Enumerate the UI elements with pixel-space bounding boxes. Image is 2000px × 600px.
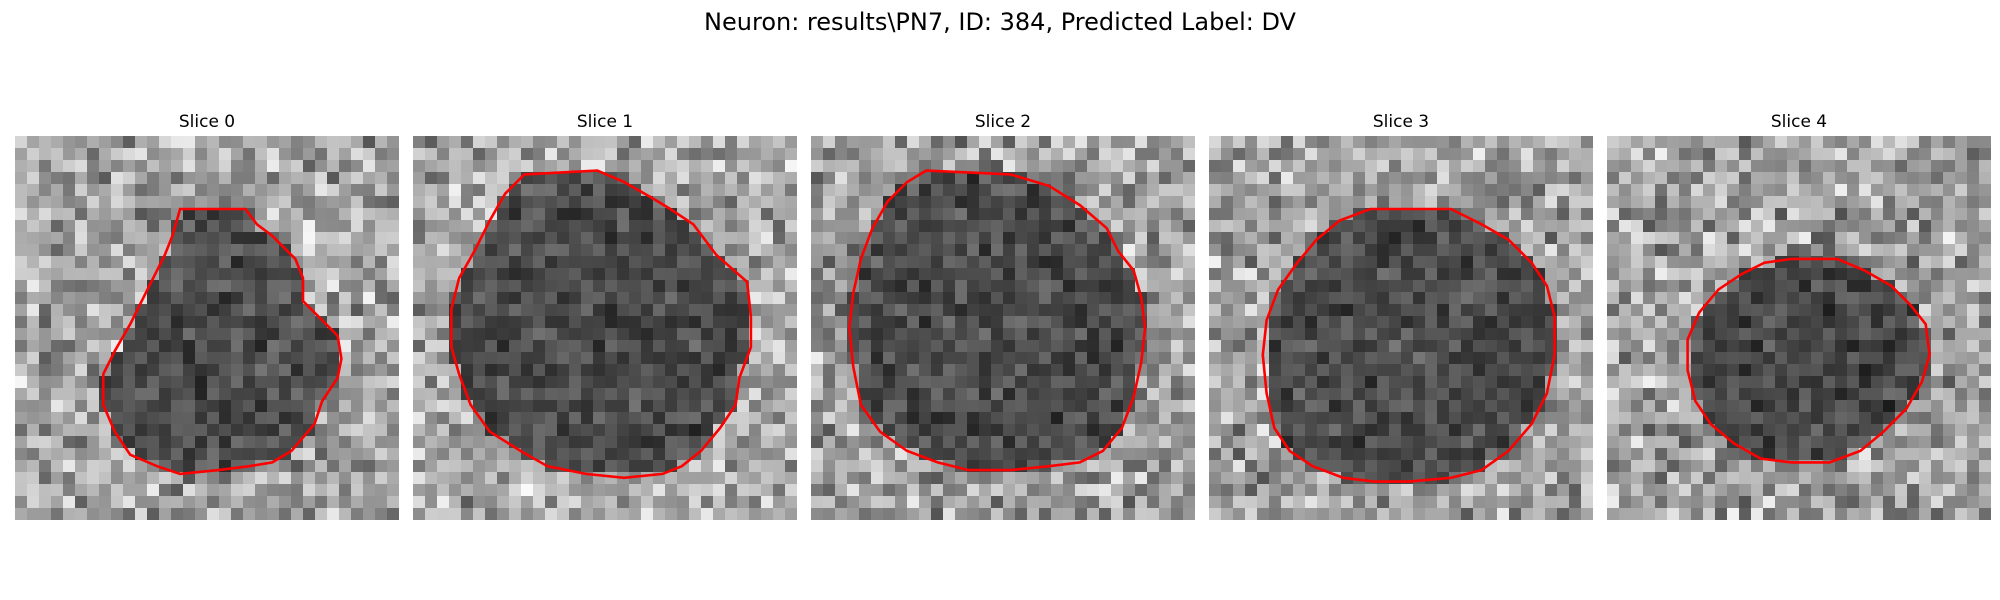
slice-image-4: [1607, 136, 1991, 520]
slice-image-2: [811, 136, 1195, 520]
slice-svg-2: [811, 136, 1195, 520]
slice-svg-3: [1209, 136, 1593, 520]
slice-panel-4: Slice 4: [1607, 108, 1991, 520]
slice-panel-3: Slice 3: [1209, 108, 1593, 520]
cell-contour-0: [102, 207, 343, 476]
slice-image-0: [15, 136, 399, 520]
cell-contour-1: [450, 169, 753, 480]
slice-svg-4: [1607, 136, 1991, 520]
slice-svg-0: [15, 136, 399, 520]
slice-title-2: Slice 2: [974, 112, 1032, 132]
slice-image-1: [413, 136, 797, 520]
slice-title-1: Slice 1: [576, 112, 634, 132]
slice-panel-1: Slice 1: [413, 108, 797, 520]
cell-contour-4: [1686, 257, 1931, 464]
slice-svg-1: [413, 136, 797, 520]
pixel-grid: [413, 136, 797, 520]
pixel-grid: [15, 136, 399, 520]
slice-title-0: Slice 0: [178, 112, 236, 132]
figure-title: Neuron: results\PN7, ID: 384, Predicted …: [704, 8, 1296, 36]
pixel-grid: [1607, 136, 1991, 520]
cell-contour-2: [848, 169, 1147, 472]
cell-contour-3: [1261, 207, 1556, 483]
slice-panel-0: Slice 0: [15, 108, 399, 520]
slice-image-3: [1209, 136, 1593, 520]
slice-panel-2: Slice 2: [811, 108, 1195, 520]
pixel-grid: [1209, 136, 1593, 520]
pixel-grid: [811, 136, 1195, 520]
slice-title-3: Slice 3: [1372, 112, 1430, 132]
slice-title-4: Slice 4: [1770, 112, 1828, 132]
